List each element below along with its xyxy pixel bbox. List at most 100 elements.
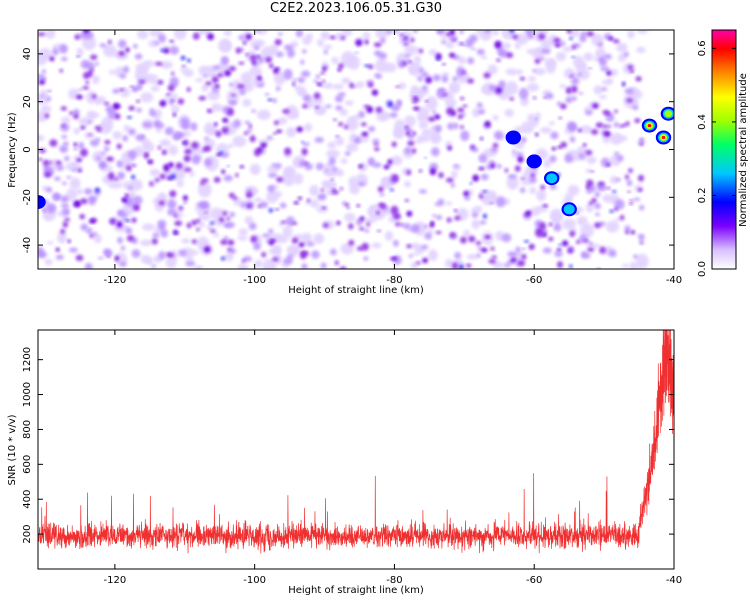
- spectrogram-noise-blob: [606, 77, 614, 85]
- spectrogram-noise-blob: [301, 140, 304, 144]
- spectrogram-noise-blob: [89, 139, 100, 147]
- spectrogram-noise-blob: [317, 38, 324, 47]
- spectrogram-noise-blob: [594, 191, 601, 198]
- spectrogram-noise-blob: [119, 88, 125, 92]
- spectrogram-noise-blob: [275, 234, 289, 244]
- spectrogram-noise-blob: [320, 71, 326, 75]
- spectrogram-noise-blob: [174, 30, 187, 40]
- spectrogram-noise-blob: [412, 106, 420, 111]
- spectrogram-noise-blob: [184, 167, 192, 172]
- spectrogram-noise-blob: [496, 163, 502, 169]
- spectrogram-noise-blob: [159, 192, 166, 200]
- spectrogram-noise-blob: [419, 67, 425, 74]
- spectrogram-noise-blob: [498, 80, 506, 89]
- spectrogram-noise-blob: [122, 135, 129, 142]
- spectrogram-noise-blob: [418, 48, 424, 54]
- spectrogram-noise-blob: [118, 50, 125, 57]
- spectrogram-noise-blob: [614, 199, 625, 210]
- spectrogram-noise-blob: [292, 222, 298, 225]
- spectrogram-noise-blob: [441, 40, 447, 45]
- spectrogram-noise-blob: [344, 212, 356, 222]
- spectrogram-noise-blob: [462, 104, 468, 108]
- spectrogram-noise-blob: [302, 104, 308, 109]
- spectrogram-noise-blob: [72, 168, 77, 172]
- spectrogram-noise-blob: [449, 232, 456, 238]
- y-tick-label: 600: [22, 455, 33, 474]
- spectrogram-noise-blob: [364, 228, 370, 233]
- spectrogram-noise-blob: [603, 53, 612, 60]
- spectrogram-noise-blob: [297, 196, 303, 200]
- spectrogram-noise-blob: [334, 94, 344, 103]
- spectrogram-noise-blob: [348, 239, 355, 246]
- spectrogram-noise-blob: [412, 242, 420, 250]
- spectrogram-noise-blob: [243, 131, 249, 135]
- spectrogram-noise-blob: [99, 161, 107, 169]
- colorbar-tick-label: 0.2: [697, 188, 708, 204]
- spectrogram-noise-blob: [614, 218, 621, 222]
- spectrogram-noise-blob: [459, 30, 464, 35]
- spectrogram-noise-blob: [80, 148, 88, 157]
- spectrogram-noise-blob: [104, 250, 113, 257]
- spectrogram-noise-blob: [355, 81, 365, 89]
- spectrogram-noise-blob: [613, 122, 620, 128]
- spectrogram-noise-blob: [127, 190, 136, 199]
- spectrogram-noise-blob: [49, 56, 55, 62]
- spectrogram-noise-blob: [469, 182, 473, 185]
- spectrogram-noise-blob: [249, 135, 256, 143]
- spectrogram-noise-blob: [341, 30, 353, 37]
- spectrogram-noise-blob: [483, 30, 492, 34]
- spectrogram-noise-blob: [326, 149, 340, 159]
- spectrogram-noise-blob: [133, 204, 141, 212]
- spectrogram-noise-blob: [89, 219, 96, 224]
- spectrogram-feature-mark: [546, 173, 558, 184]
- spectrogram-noise-blob: [349, 184, 360, 195]
- spectrogram-noise-blob: [404, 199, 409, 202]
- spectrogram-noise-blob: [461, 70, 466, 74]
- spectrogram-noise-blob: [261, 252, 267, 258]
- spectrogram-noise-blob: [512, 34, 519, 40]
- spectrogram-noise-blob: [575, 61, 586, 74]
- spectrogram-noise-blob: [397, 99, 402, 105]
- spectrogram-noise-blob: [521, 253, 527, 260]
- spectrogram-noise-blob: [586, 179, 594, 188]
- spectrogram-noise-blob: [185, 256, 194, 261]
- spectrogram-noise-blob: [90, 54, 98, 60]
- spectrogram-noise-blob: [220, 56, 229, 65]
- spectrogram-noise-blob: [449, 52, 455, 58]
- spectrogram-noise-blob: [397, 82, 407, 90]
- spectrogram-noise-blob: [565, 88, 572, 94]
- spectrogram-noise-blob: [45, 30, 56, 39]
- spectrogram-noise-blob: [586, 156, 597, 165]
- spectrogram-noise-blob: [624, 88, 634, 95]
- spectrogram-noise-blob: [178, 249, 187, 257]
- spectrogram-noise-blob: [254, 259, 263, 268]
- spectrogram-noise-blob: [569, 230, 575, 237]
- spectrogram-noise-blob: [340, 35, 346, 41]
- spectrogram-noise-blob: [634, 184, 644, 193]
- spectrogram-noise-blob: [635, 253, 649, 269]
- spectrogram-noise-blob: [97, 128, 102, 132]
- spectrogram-noise-blob: [466, 253, 478, 260]
- spectrogram-noise-blob: [322, 206, 326, 210]
- spectrogram-noise-blob: [585, 185, 590, 189]
- spectrogram-noise-blob: [60, 56, 68, 62]
- spectrogram-noise-blob: [606, 186, 611, 190]
- spectrogram-noise-blob: [155, 61, 163, 66]
- spectrogram-noise-blob: [566, 121, 576, 131]
- spectrogram-noise-blob: [279, 202, 287, 209]
- spectrogram-noise-blob: [245, 33, 252, 40]
- spectrogram-noise-blob: [588, 242, 594, 246]
- spectrogram-noise-blob: [534, 68, 546, 76]
- spectrogram-noise-blob: [272, 257, 279, 262]
- spectrogram-noise-blob: [320, 262, 327, 269]
- spectrogram-noise-blob: [66, 175, 72, 179]
- spectrogram-noise-blob: [205, 81, 212, 86]
- spectrogram-noise-blob: [321, 32, 331, 41]
- spectrogram-noise-blob: [169, 76, 179, 88]
- spectrogram-noise-blob: [550, 208, 563, 223]
- spectrogram-noise-blob: [330, 35, 336, 40]
- spectrogram-noise-blob: [569, 75, 574, 78]
- spectrogram-noise-blob: [585, 110, 593, 116]
- y-tick-label: 200: [22, 525, 33, 544]
- spectrogram-noise-blob: [535, 118, 538, 120]
